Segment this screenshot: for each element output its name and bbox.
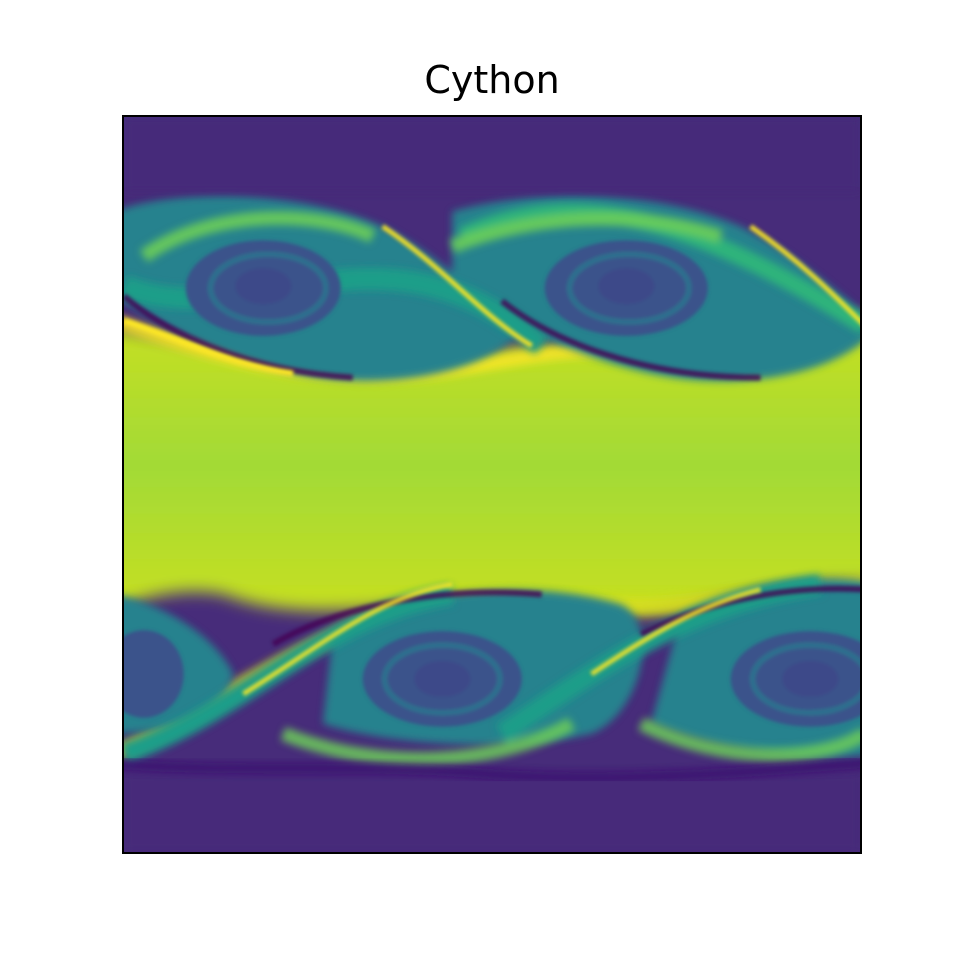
- lower-vortex-core-3: [124, 630, 184, 718]
- lower-green-arc-2: [638, 717, 860, 762]
- lower-vortex-ring-1: [381, 642, 503, 716]
- heatmap-plot-area: [122, 115, 862, 854]
- lower-yellow-filament-2: [590, 587, 762, 677]
- lower-dark-crease-2: [639, 585, 860, 637]
- upper-yellow-filament-2: [381, 224, 534, 348]
- upper-green-arc-1: [139, 211, 376, 262]
- lower-vortex-ring-2: [749, 642, 860, 716]
- upper-dark-crease-1: [124, 293, 353, 381]
- lower-vortex-eye-1: [414, 661, 471, 697]
- lower-dark-crease-1: [271, 589, 542, 647]
- lower-dark-band: [124, 773, 860, 852]
- upper-vortex-ring-2: [566, 251, 692, 325]
- upper-yellow-filament-3: [749, 224, 860, 325]
- lower-vortex-eye-2: [782, 661, 839, 697]
- heatmap-image: [124, 117, 860, 852]
- lower-green-arc-1: [280, 717, 576, 766]
- central-band: [124, 318, 860, 616]
- upper-vortex-eye-2: [598, 268, 655, 304]
- chart-title: Cython: [424, 58, 560, 102]
- upper-vortex-ring-1: [207, 251, 329, 325]
- upper-green-arc-2: [449, 211, 723, 253]
- upper-dark-crease-2: [500, 298, 761, 381]
- upper-dark-band: [124, 117, 860, 192]
- upper-yellow-filament-1: [124, 318, 294, 377]
- lower-dark-edge: [124, 758, 860, 783]
- upper-vortex-eye-1: [235, 268, 292, 304]
- lower-yellow-filament-1: [242, 581, 453, 696]
